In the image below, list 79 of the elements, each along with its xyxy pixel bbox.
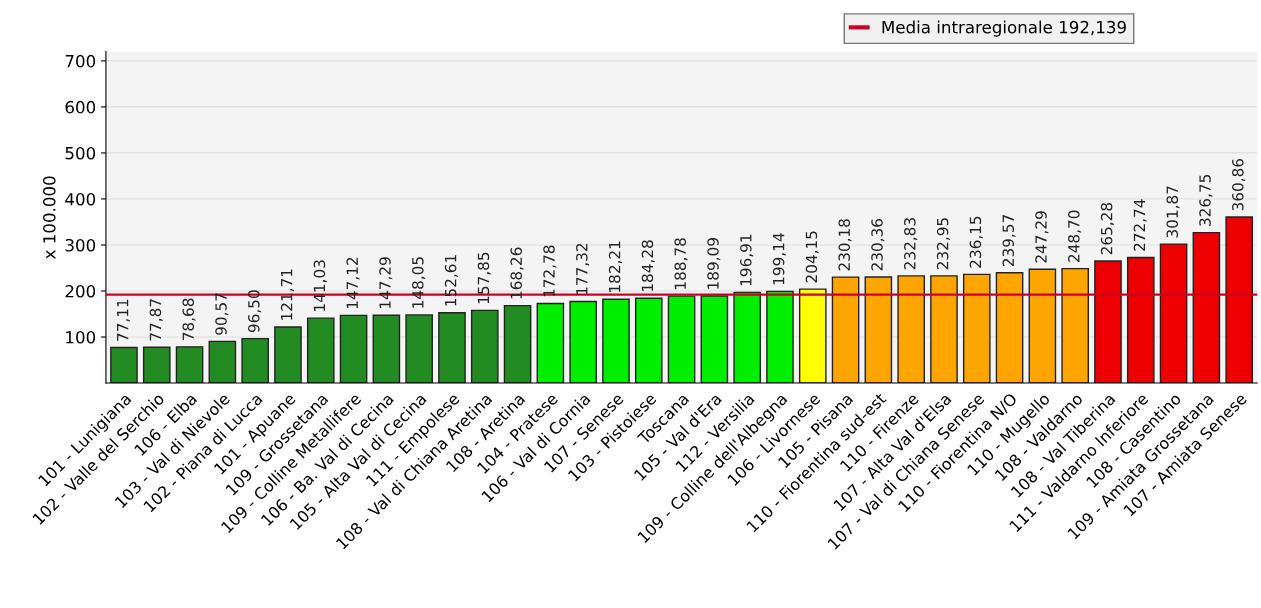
data-label: 230,36 <box>871 218 885 271</box>
data-label: 184,28 <box>641 240 655 291</box>
bar <box>274 326 302 384</box>
data-label: 90,57 <box>215 293 229 335</box>
data-label: 239,57 <box>1002 215 1016 267</box>
y-tick-label: 100 <box>66 330 96 344</box>
bar <box>1094 260 1122 384</box>
data-label: 157,85 <box>477 252 491 304</box>
bar <box>142 346 171 384</box>
data-label: 236,15 <box>969 216 983 268</box>
bar <box>372 314 401 384</box>
data-label: 232,95 <box>936 218 950 270</box>
bar <box>1126 256 1155 384</box>
data-label: 188,78 <box>674 238 688 289</box>
data-label: 248,70 <box>1068 210 1082 262</box>
data-label: 78,68 <box>182 298 196 341</box>
bar <box>470 309 499 384</box>
bar <box>700 295 729 384</box>
data-label: 199,14 <box>772 233 786 285</box>
data-label: 189,09 <box>707 238 721 289</box>
y-tick-label: 700 <box>65 54 96 68</box>
data-label: 77,11 <box>117 299 130 341</box>
data-label: 121,71 <box>280 269 294 320</box>
data-label: 147,12 <box>346 257 360 309</box>
bar <box>733 291 761 384</box>
bar <box>175 346 204 384</box>
bar <box>1192 231 1221 384</box>
data-label: 272,74 <box>1133 199 1147 251</box>
bar <box>667 295 696 384</box>
data-label: 96,50 <box>248 290 262 333</box>
bar <box>766 290 794 384</box>
data-label: 204,15 <box>805 231 819 283</box>
bar <box>536 302 565 384</box>
bar <box>897 275 925 384</box>
bar <box>798 288 827 384</box>
data-label: 177,32 <box>576 243 590 295</box>
data-label: 148,05 <box>412 257 426 308</box>
data-label: 141,03 <box>313 260 327 311</box>
legend-label: Media intraregionale 192,139 <box>882 20 1126 37</box>
bar <box>405 314 433 384</box>
bar <box>438 312 466 384</box>
data-label: 326,75 <box>1199 174 1213 226</box>
data-label: 301,87 <box>1166 186 1180 238</box>
bar <box>1061 267 1089 384</box>
data-label: 172,78 <box>543 245 557 297</box>
data-label: 247,29 <box>1035 211 1049 263</box>
y-tick-label: 600 <box>65 100 96 114</box>
y-tick-label: 400 <box>65 192 96 206</box>
data-label: 147,29 <box>379 257 393 309</box>
bar <box>110 346 138 384</box>
y-tick-label: 200 <box>65 284 96 298</box>
bar <box>602 298 630 384</box>
y-tick-label: 300 <box>65 238 96 252</box>
y-axis-title: x 100.000 <box>43 176 56 259</box>
bar <box>208 340 237 384</box>
bar <box>241 337 269 384</box>
data-label: 168,26 <box>510 247 524 299</box>
bar <box>634 297 663 384</box>
bar <box>930 275 958 384</box>
y-tick-label: 500 <box>65 146 96 160</box>
bar <box>864 276 893 384</box>
data-label: 152,61 <box>444 255 458 306</box>
bar <box>569 300 597 384</box>
data-label: 265,28 <box>1100 202 1114 255</box>
data-label: 77,87 <box>149 299 163 341</box>
bar <box>1225 216 1253 384</box>
data-label: 196,91 <box>740 234 754 286</box>
data-label: 182,21 <box>608 241 622 292</box>
bar <box>1159 243 1188 384</box>
data-label: 230,18 <box>838 219 852 271</box>
bar <box>962 273 991 384</box>
bar <box>1028 268 1057 384</box>
data-label: 360,86 <box>1232 158 1246 211</box>
bar <box>339 314 368 384</box>
bar <box>831 276 860 384</box>
bar <box>995 272 1024 384</box>
bar <box>306 317 335 384</box>
data-label: 232,83 <box>904 218 918 270</box>
bar <box>503 304 532 384</box>
